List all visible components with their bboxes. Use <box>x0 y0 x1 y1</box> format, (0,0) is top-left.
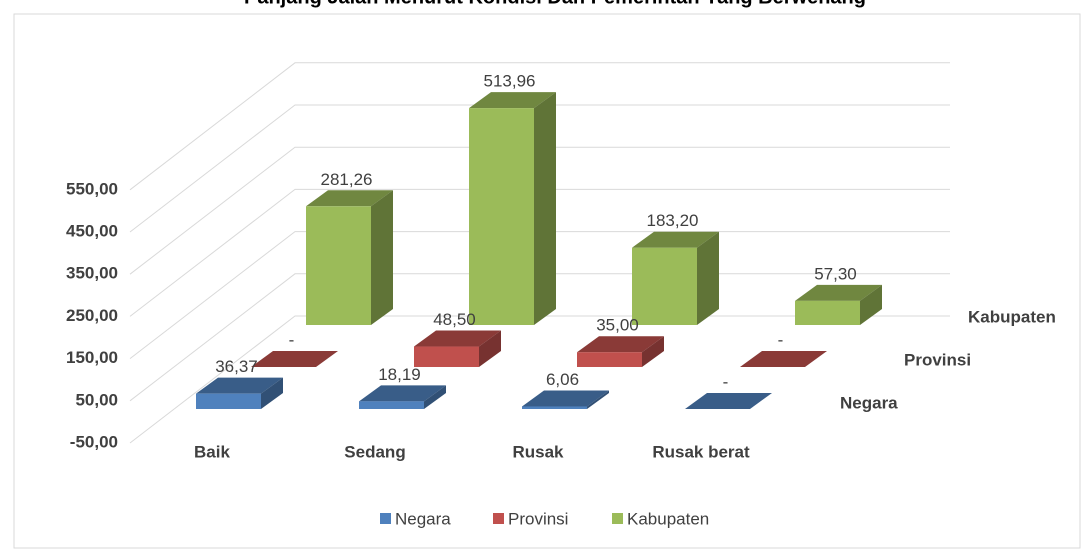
bar-top <box>359 385 446 402</box>
bar-top <box>577 336 664 353</box>
data-label: - <box>778 330 784 349</box>
y-tick-label: 350,00 <box>66 264 118 283</box>
bar-top <box>795 284 882 301</box>
grid-line <box>129 146 950 275</box>
bar-top <box>251 351 338 367</box>
bar <box>795 284 882 325</box>
bar-side <box>261 377 283 409</box>
bar-top <box>414 330 501 347</box>
data-label: - <box>723 372 729 391</box>
bar-front <box>469 108 534 325</box>
bar-front <box>306 206 371 325</box>
bar-top <box>196 377 283 394</box>
bar-top <box>306 190 393 207</box>
legend-label: Negara <box>395 509 451 528</box>
grid-line <box>129 62 950 191</box>
y-tick-label: 150,00 <box>66 348 118 367</box>
legend-label: Provinsi <box>508 509 568 528</box>
bar-top <box>632 231 719 248</box>
bar-side <box>642 336 664 367</box>
data-label: - <box>289 330 295 349</box>
data-label: 35,00 <box>596 316 639 335</box>
chart-title: Panjang Jalan Menurut Kondisi Dan Pemeri… <box>244 0 866 8</box>
bar-side <box>587 390 609 409</box>
bar <box>469 92 556 325</box>
grid-line <box>129 231 950 359</box>
data-label: 281,26 <box>321 170 373 189</box>
bar <box>306 190 393 325</box>
bar-front <box>632 247 697 325</box>
y-tick-label: 450,00 <box>66 221 118 240</box>
legend-swatch <box>612 513 623 524</box>
grid-line <box>129 188 950 317</box>
y-tick-label: 550,00 <box>66 179 118 198</box>
bar <box>685 393 772 409</box>
legend-swatch <box>380 513 391 524</box>
bar-side <box>424 385 446 409</box>
bar-front <box>577 352 642 367</box>
bar <box>359 385 446 409</box>
series-depth-label: Kabupaten <box>968 307 1056 326</box>
legend-swatch <box>493 513 504 524</box>
grid-line <box>129 104 950 233</box>
grid-line <box>129 315 950 444</box>
data-label: 36,37 <box>215 357 258 376</box>
y-tick-label: -50,00 <box>70 432 118 451</box>
bar-top <box>522 390 609 407</box>
bar-front <box>795 300 860 325</box>
bar <box>196 377 283 409</box>
y-tick-label: 50,00 <box>75 390 118 409</box>
bar-side <box>860 284 882 325</box>
bar-top <box>469 92 556 109</box>
bar-top <box>740 351 827 367</box>
y-tick-label: 250,00 <box>66 306 118 325</box>
data-label: 6,06 <box>546 370 579 389</box>
bar-front <box>359 401 424 409</box>
bar-front <box>522 406 587 409</box>
bar-front <box>414 346 479 367</box>
data-label: 18,19 <box>378 365 421 384</box>
x-tick-label: Baik <box>194 442 230 461</box>
data-label: 57,30 <box>814 264 857 283</box>
bar-side <box>371 190 393 325</box>
bar <box>577 336 664 367</box>
series-depth-label: Negara <box>840 393 898 412</box>
bar-side <box>697 231 719 325</box>
data-label: 513,96 <box>484 72 536 91</box>
x-tick-label: Rusak berat <box>652 442 750 461</box>
bar <box>251 351 338 367</box>
data-label: 183,20 <box>647 211 699 230</box>
bar-side <box>479 330 501 367</box>
x-tick-label: Rusak <box>512 442 564 461</box>
bar-front <box>196 393 261 409</box>
grid-line <box>129 273 950 402</box>
data-label: 48,50 <box>433 310 476 329</box>
bar <box>740 351 827 367</box>
bar-top <box>685 393 772 409</box>
series-depth-label: Provinsi <box>904 350 971 369</box>
bar-side <box>534 92 556 325</box>
bar <box>414 330 501 367</box>
legend-label: Kabupaten <box>627 509 709 528</box>
bar <box>632 231 719 325</box>
x-tick-label: Sedang <box>344 442 405 461</box>
bar <box>522 390 609 409</box>
